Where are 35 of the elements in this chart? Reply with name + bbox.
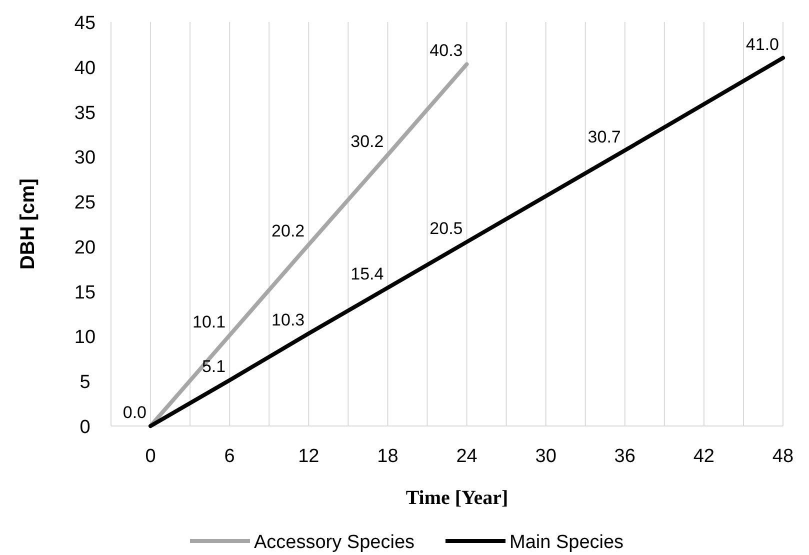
x-tick-label: 30 <box>535 446 556 467</box>
y-axis-title: DBH [cm] <box>17 178 39 270</box>
data-label: 20.2 <box>272 222 305 241</box>
y-tick-label: 15 <box>74 282 96 304</box>
y-tick-label: 5 <box>80 372 90 394</box>
x-axis-title: Time [Year] <box>406 487 508 509</box>
y-tick-label: 35 <box>74 102 96 124</box>
y-tick-label: 45 <box>74 13 96 34</box>
y-tick-label: 40 <box>74 58 96 79</box>
data-label: 10.1 <box>192 312 226 332</box>
data-label: 10.3 <box>272 310 305 330</box>
data-label: 5.1 <box>202 357 226 376</box>
legend-label: Main Species <box>510 532 624 553</box>
x-tick-label: 48 <box>772 446 794 467</box>
x-tick-label: 6 <box>224 446 235 467</box>
y-tick-label: 10 <box>74 327 96 348</box>
data-label: 40.3 <box>430 41 463 60</box>
x-tick-label: 0 <box>145 446 156 467</box>
line-series <box>148 56 785 428</box>
data-label: 15.4 <box>350 264 384 284</box>
data-label: 20.5 <box>430 218 463 238</box>
y-tick-label: 25 <box>74 192 96 214</box>
y-tick-label: 20 <box>74 237 96 258</box>
x-tick-label: 42 <box>693 446 715 467</box>
x-tick-label: 24 <box>456 446 478 467</box>
data-label: 41.0 <box>746 34 779 54</box>
data-label: 0.0 <box>122 403 147 422</box>
x-tick-label: 12 <box>298 446 320 467</box>
x-tick-label: 36 <box>614 446 636 467</box>
legend-label: Accessory Species <box>254 532 415 553</box>
y-tick-label: 0 <box>80 417 90 438</box>
data-label: 30.2 <box>350 132 384 151</box>
x-tick-label: 18 <box>377 446 398 467</box>
data-label: 30.7 <box>588 127 621 146</box>
y-tick-label: 30 <box>74 148 96 169</box>
